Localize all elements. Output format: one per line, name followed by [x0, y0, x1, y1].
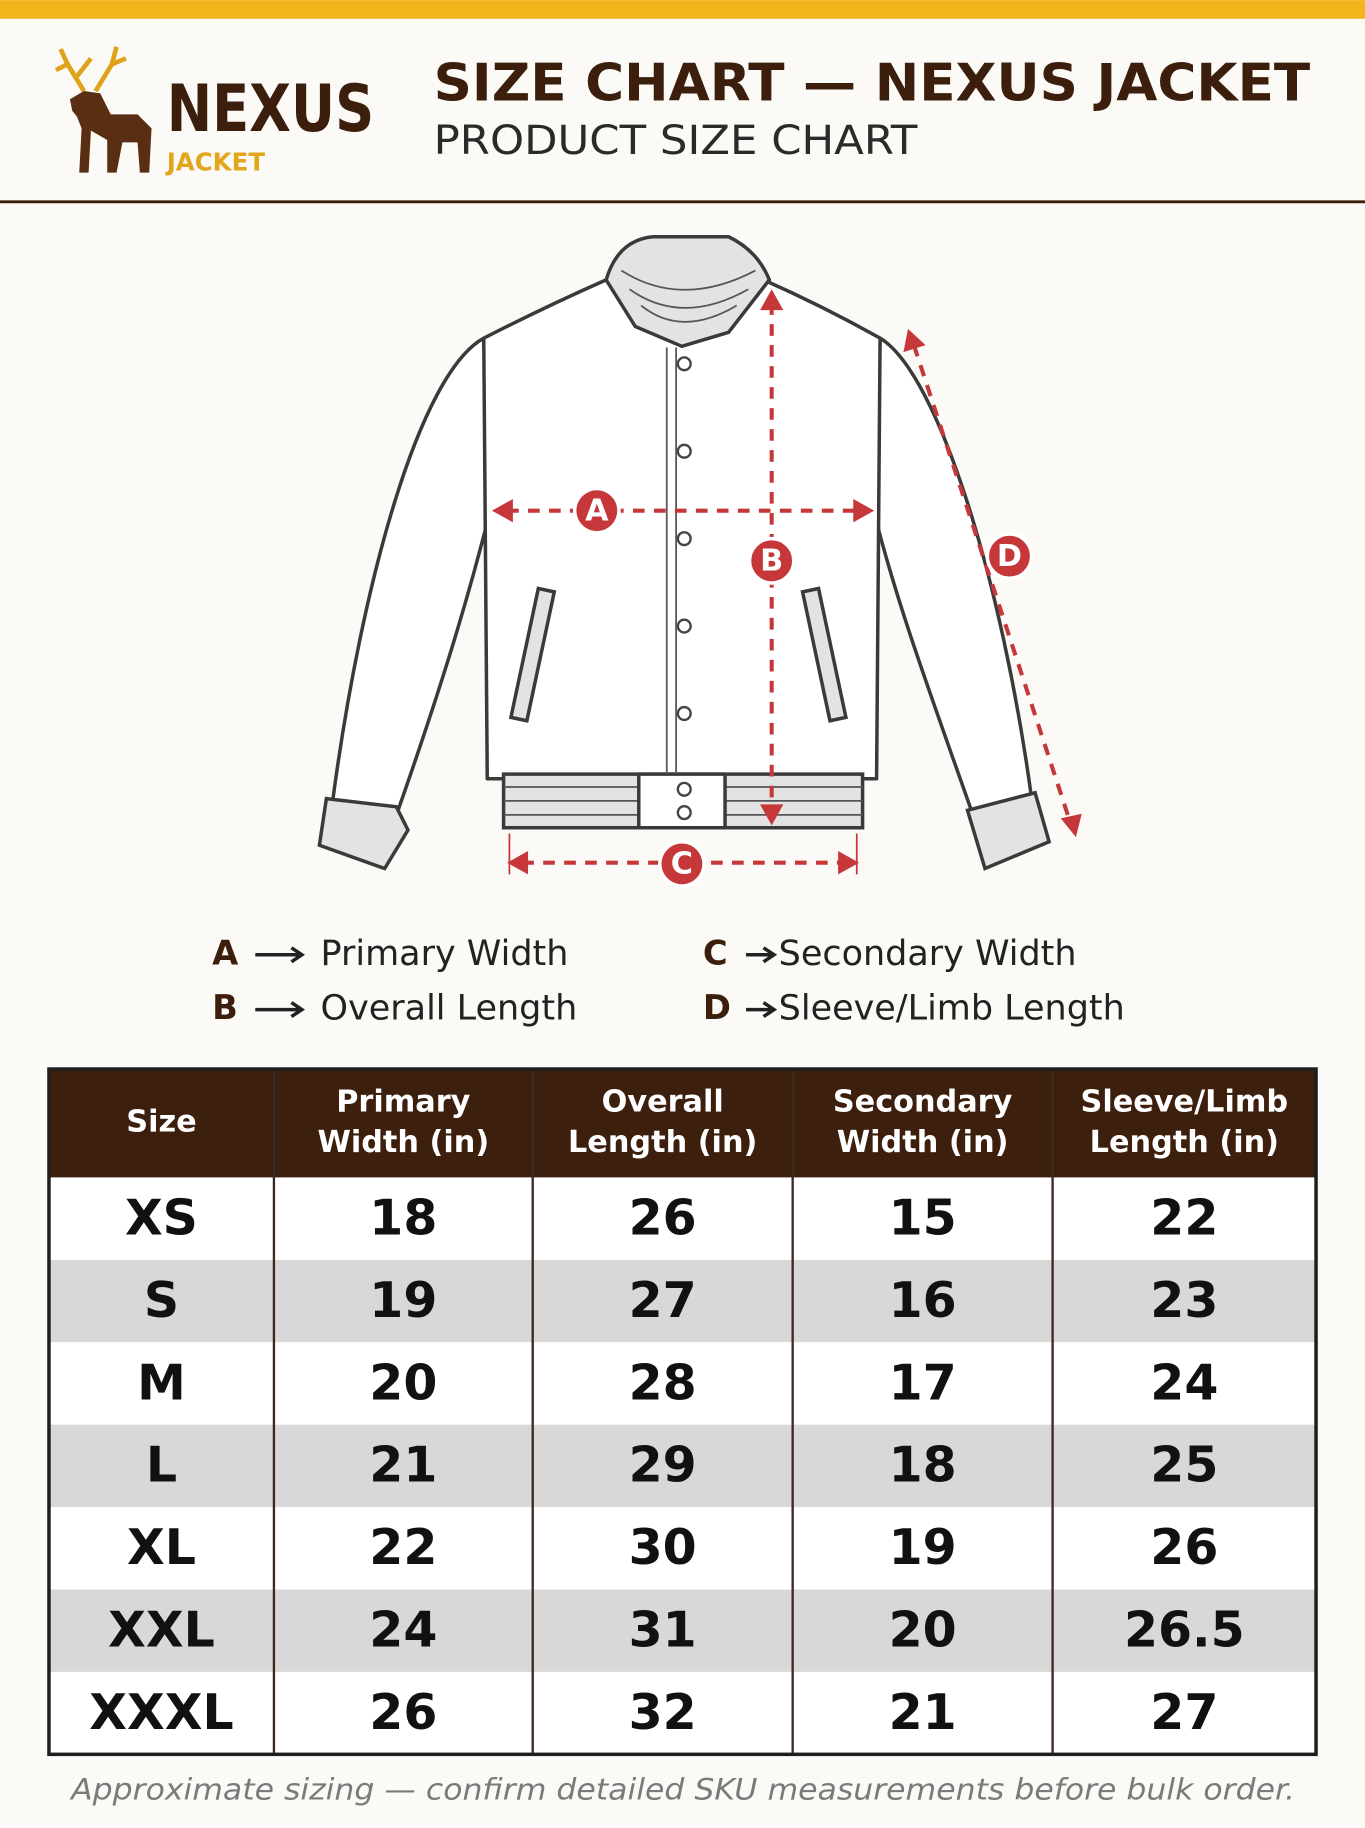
right-sleeve	[872, 336, 1034, 818]
measurement-cell: 22	[369, 1519, 437, 1576]
right-pocket	[800, 586, 848, 723]
size-cell: XS	[125, 1189, 198, 1246]
size-cell: XXL	[108, 1602, 215, 1659]
measurement-cell: 25	[1150, 1437, 1218, 1494]
left-cuff	[317, 796, 410, 871]
measurement-cell: 29	[629, 1437, 697, 1494]
column-header: Width (in)	[837, 1125, 1009, 1160]
measurement-cell: 26	[629, 1189, 697, 1246]
legend-arrow	[746, 946, 778, 964]
collar-ribs	[620, 269, 756, 323]
measurement-cell: 26	[369, 1684, 437, 1741]
label-badge	[985, 532, 1034, 581]
column-header: Length (in)	[1090, 1125, 1279, 1160]
jacket-body	[482, 278, 882, 781]
measurement-cell: 26.5	[1124, 1602, 1245, 1659]
legend-arrow	[255, 946, 306, 964]
legend-label: Overall Length	[321, 989, 578, 1029]
column-header: Length (in)	[568, 1125, 757, 1160]
deer-icon	[69, 91, 152, 173]
measurement-cell: 31	[629, 1602, 697, 1659]
column-header: Secondary	[833, 1084, 1013, 1119]
measurement-cell: 20	[369, 1354, 437, 1411]
table-header-bg	[48, 1069, 1317, 1178]
measurement-cell: 24	[369, 1602, 437, 1659]
footnote: Approximate sizing — confirm detailed SK…	[69, 1773, 1295, 1807]
legend-label: Sleeve/Limb Length	[779, 989, 1125, 1029]
legend: A Primary Width B Overall Length C Secondary …	[212, 933, 1125, 1028]
measurement-cell: 21	[369, 1437, 437, 1494]
measurement-cell: 24	[1150, 1354, 1218, 1411]
label-badge	[658, 839, 706, 888]
label-letter: D	[997, 539, 1022, 574]
title: SIZE CHART — NEXUS JACKET	[434, 53, 1311, 113]
buttons	[676, 356, 692, 821]
brand-sub: JACKET	[165, 147, 266, 176]
measurement-cell: 22	[1150, 1189, 1218, 1246]
measurement-cell: 19	[889, 1519, 957, 1576]
column-header: Primary	[336, 1084, 470, 1119]
column-header: Width (in)	[317, 1125, 489, 1160]
table-row-bg	[48, 1589, 1317, 1672]
table-row-bg	[48, 1177, 1317, 1260]
label-letter: C	[671, 847, 693, 882]
label-badge	[572, 486, 621, 535]
measurement-cell: 15	[889, 1189, 957, 1246]
table-row-bg	[48, 1342, 1317, 1425]
measurement-cell: 28	[629, 1354, 697, 1411]
legend-label: Primary Width	[321, 934, 569, 974]
table-row-bg	[48, 1259, 1317, 1343]
label-letter: A	[585, 493, 609, 528]
subtitle: PRODUCT SIZE CHART	[434, 118, 919, 164]
table-row-bg	[48, 1507, 1317, 1590]
right-cuff	[965, 790, 1052, 871]
measurement-cell: 19	[369, 1272, 437, 1329]
measurement-cell: 18	[369, 1189, 437, 1246]
measurement-cell: 18	[889, 1437, 957, 1494]
label-badge	[747, 536, 796, 585]
measurement-cell: 17	[889, 1354, 957, 1411]
left-sleeve	[330, 336, 492, 824]
table-row-bg	[48, 1424, 1317, 1508]
measurement-cell: 27	[1150, 1684, 1218, 1741]
measurement-cell: 32	[629, 1684, 697, 1741]
legend-key: B	[212, 988, 238, 1027]
legend-arrow	[746, 1001, 778, 1019]
legend-label: Secondary Width	[779, 934, 1077, 974]
legend-key: A	[212, 933, 238, 972]
legend-arrow	[255, 1001, 306, 1019]
measurement-cell: 30	[629, 1519, 697, 1576]
size-cell: XXXL	[89, 1684, 233, 1741]
placket	[665, 347, 677, 775]
column-header: Sleeve/Limb	[1081, 1084, 1289, 1119]
legend-key: C	[703, 933, 728, 972]
label-letter: B	[760, 543, 783, 578]
left-pocket	[508, 586, 557, 723]
measurement-cell: 26	[1150, 1519, 1218, 1576]
table-row-bg	[48, 1671, 1317, 1755]
size-table: Size Primary Width (in) Overall Length (in) S…	[47, 1067, 1318, 1757]
legend-key: D	[703, 988, 731, 1027]
top-bar	[0, 0, 1365, 19]
logo: NEXUS JACKET	[54, 46, 374, 176]
measure-lines: A B C D	[491, 289, 1082, 888]
measurement-cell: 23	[1150, 1272, 1218, 1329]
column-header: Overall	[602, 1084, 724, 1119]
antlers	[54, 46, 127, 93]
brand: NEXUS	[167, 71, 374, 147]
jacket-drawing	[317, 234, 1052, 871]
collar	[604, 234, 772, 349]
size-cell: L	[146, 1437, 177, 1494]
measurement-cell: 27	[629, 1272, 697, 1329]
measurement-cell: 20	[889, 1602, 957, 1659]
table-border	[47, 1067, 1318, 1757]
size-cell: S	[144, 1272, 179, 1329]
size-cell: M	[137, 1354, 186, 1411]
size-cell: XL	[127, 1519, 196, 1576]
measurement-cell: 16	[889, 1272, 957, 1329]
measurement-cell: 21	[889, 1684, 957, 1741]
column-header: Size	[126, 1105, 196, 1140]
